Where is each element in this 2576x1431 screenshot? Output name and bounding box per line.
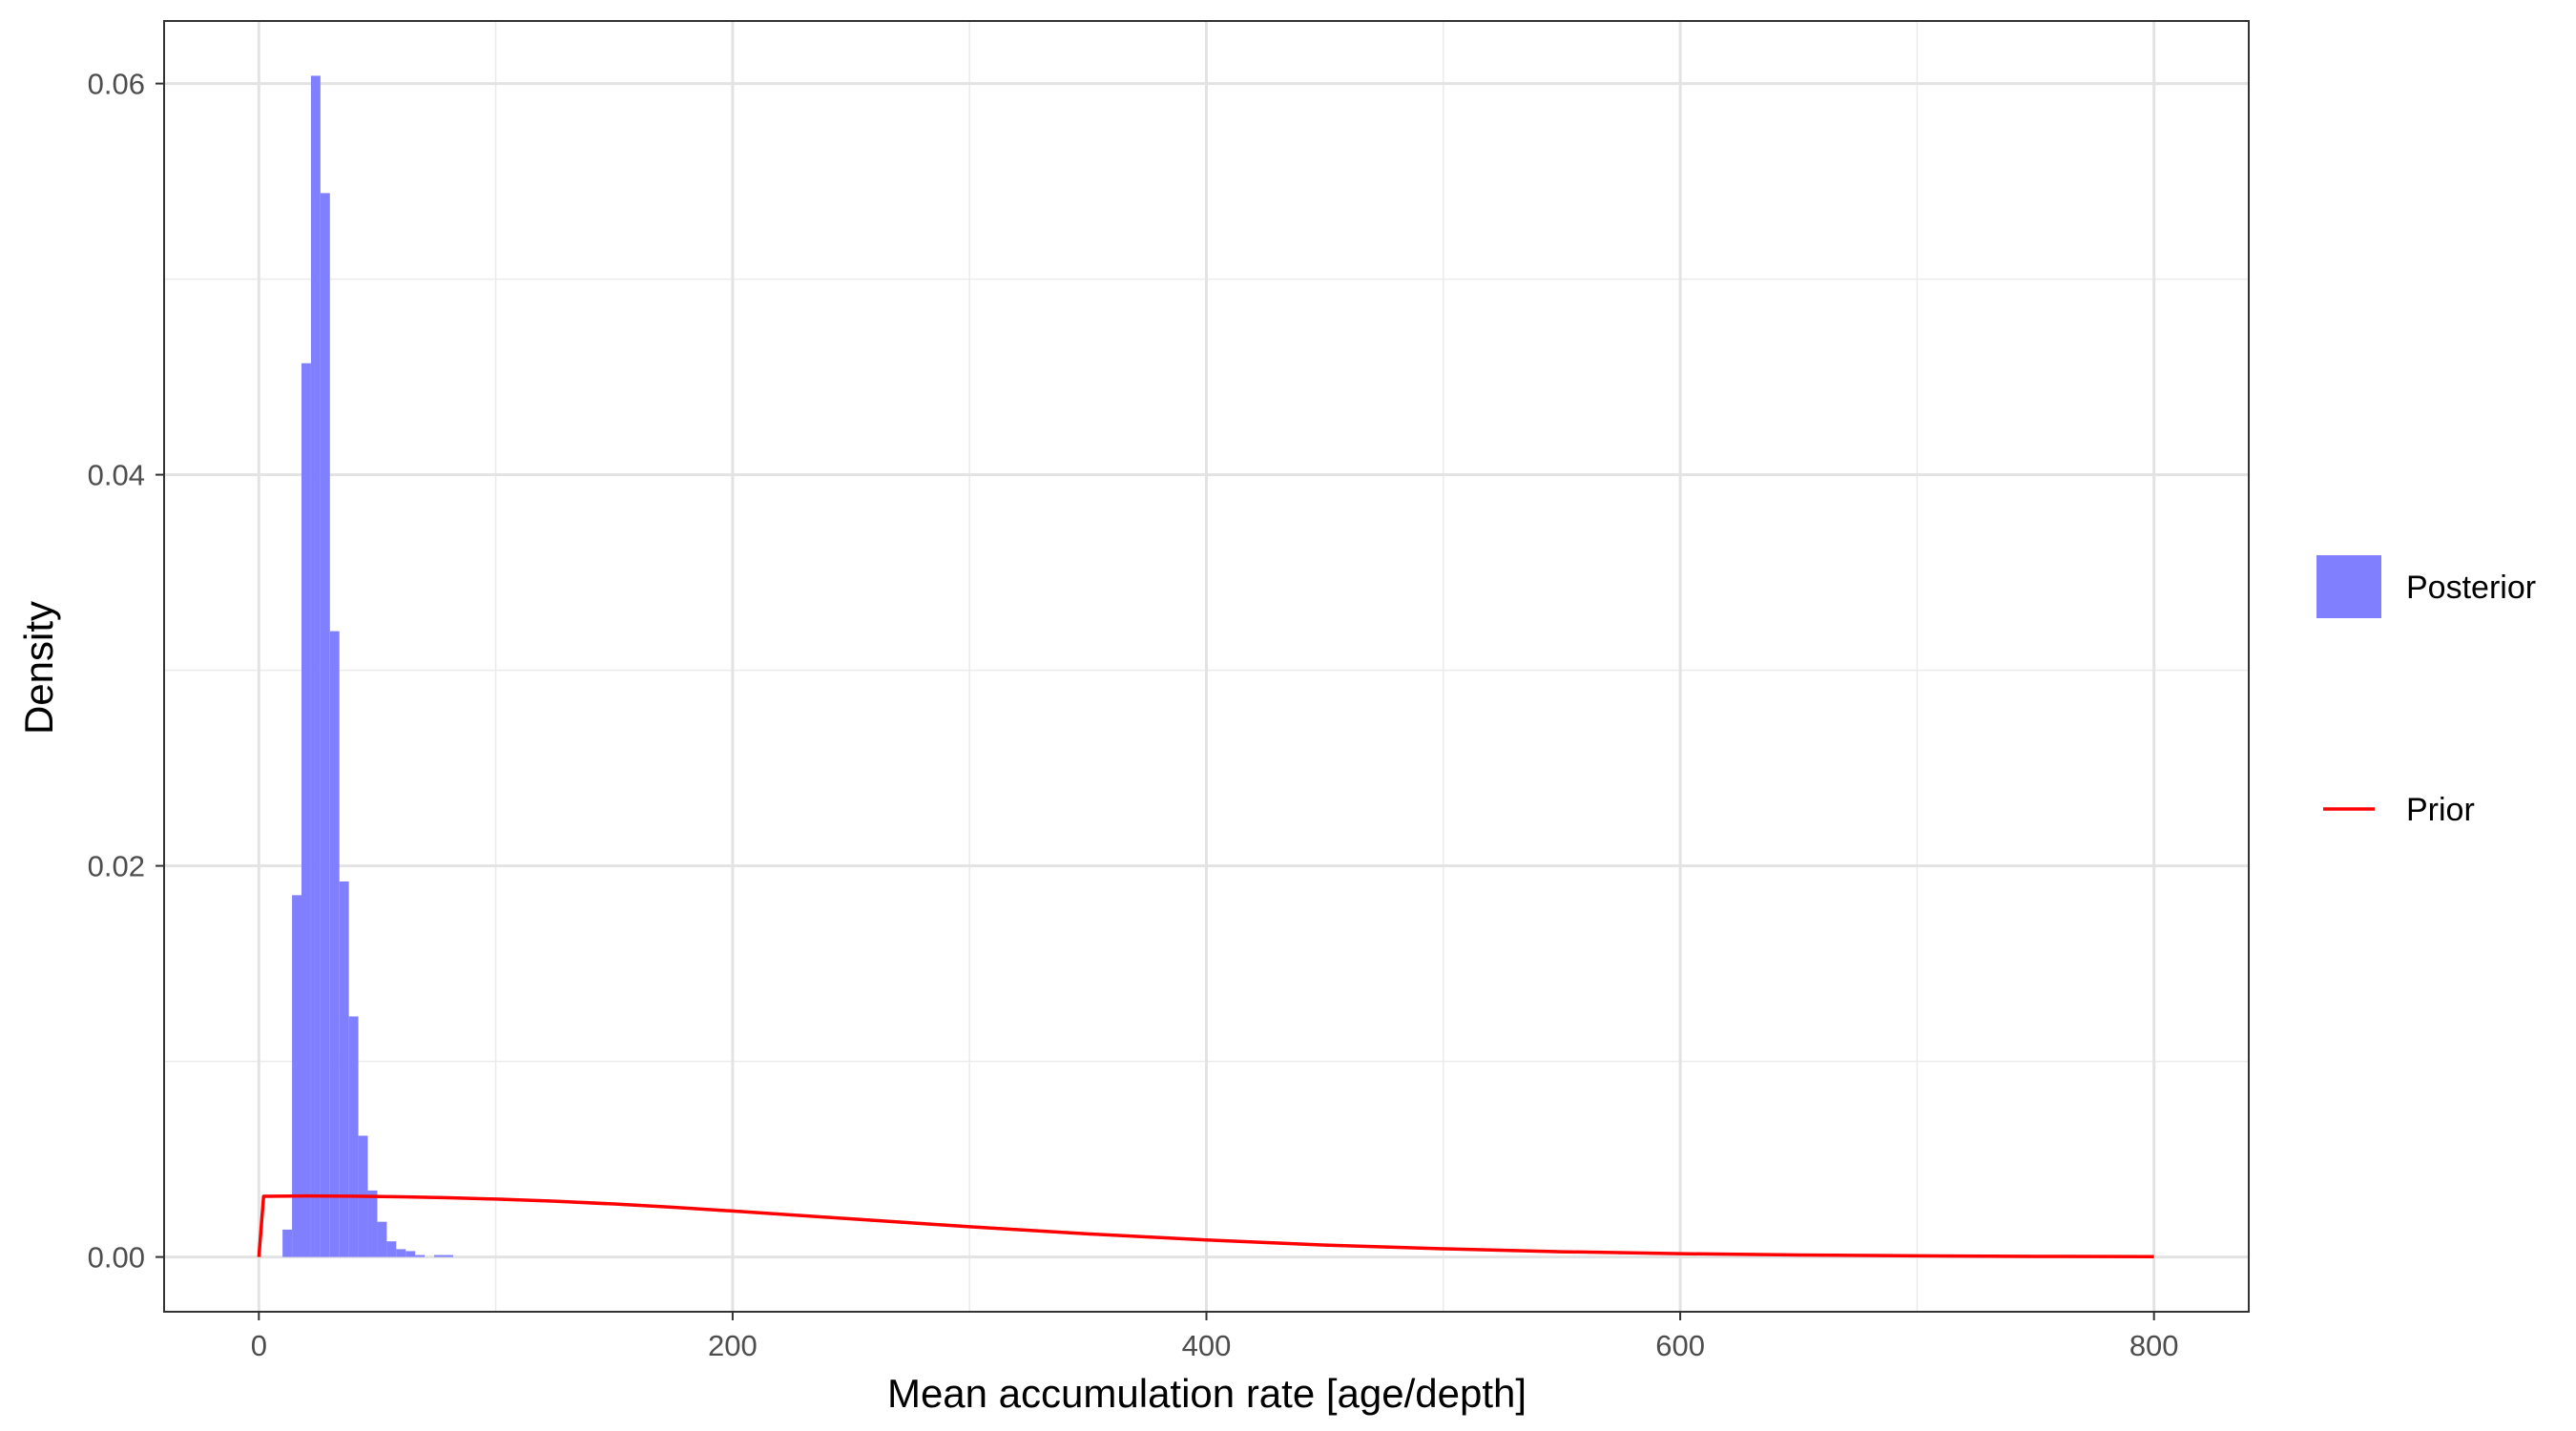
- x-tick-label: 400: [1182, 1329, 1232, 1362]
- posterior-bar-1: [292, 895, 301, 1256]
- x-tick-label: 800: [2129, 1329, 2179, 1362]
- posterior-bar-3: [311, 75, 321, 1256]
- posterior-bar-7: [349, 1016, 359, 1256]
- posterior-bar-10: [377, 1222, 386, 1257]
- posterior-bar-14: [415, 1255, 425, 1257]
- posterior-bar-17: [444, 1255, 453, 1257]
- legend-label-posterior: Posterior: [2406, 570, 2536, 606]
- x-axis-title: Mean accumulation rate [age/depth]: [887, 1371, 1527, 1416]
- legend-key-posterior: [2316, 555, 2381, 618]
- posterior-bar-0: [282, 1230, 292, 1257]
- x-tick-label: 200: [708, 1329, 758, 1362]
- posterior-bar-12: [396, 1249, 405, 1256]
- y-tick-label: 0.02: [88, 850, 145, 883]
- posterior-bar-11: [386, 1241, 396, 1256]
- posterior-bar-13: [405, 1251, 415, 1256]
- posterior-bar-2: [301, 363, 311, 1257]
- x-tick-label: 600: [1655, 1329, 1705, 1362]
- posterior-bar-5: [330, 632, 340, 1257]
- posterior-bar-16: [434, 1255, 444, 1257]
- y-axis-title: Density: [16, 601, 61, 735]
- y-tick-label: 0.00: [88, 1241, 145, 1275]
- posterior-bar-9: [368, 1191, 378, 1257]
- posterior-bar-6: [340, 881, 349, 1257]
- y-tick-label: 0.04: [88, 459, 145, 492]
- posterior-bar-4: [321, 193, 330, 1256]
- x-tick-label: 0: [251, 1329, 267, 1362]
- y-tick-label: 0.06: [88, 68, 145, 101]
- legend-label-prior: Prior: [2406, 792, 2475, 828]
